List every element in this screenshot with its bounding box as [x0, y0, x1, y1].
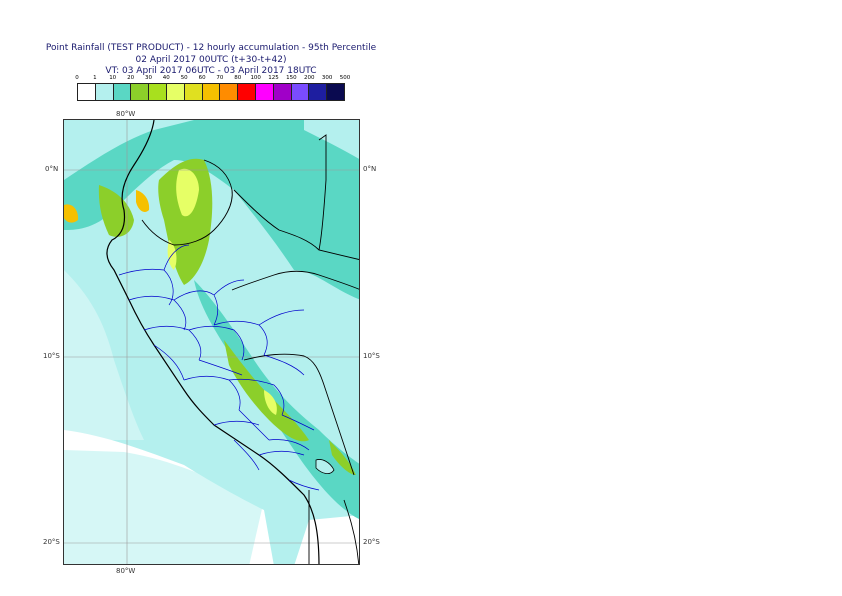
- legend-swatch: [149, 84, 167, 100]
- map-valid-time: VT: 03 April 2017 06UTC - 03 April 2017 …: [105, 66, 317, 76]
- legend-tick: 20: [127, 75, 135, 81]
- lon-label-bottom: 80°W: [116, 567, 136, 575]
- legend-swatch: [131, 84, 150, 100]
- legend-ticks: 0 1 10 20 30 40 50 60 70 80 100 125 150 …: [75, 74, 350, 83]
- legend-swatch: [220, 84, 239, 100]
- coastline: [106, 120, 320, 564]
- map-title: Point Rainfall (TEST PRODUCT) - 12 hourl…: [45, 43, 377, 53]
- intense-rain-coastal: [136, 190, 150, 213]
- legend-tick: 60: [198, 75, 206, 81]
- lat-label-right-20s: 20°S: [363, 538, 380, 546]
- legend-tick: 125: [268, 75, 279, 81]
- map-canvas: [64, 120, 359, 564]
- admin-boundaries: [118, 244, 320, 491]
- legend-swatch: [238, 84, 256, 100]
- heavy-rain-se: [329, 440, 356, 475]
- rainfall-map: 80°W: [63, 119, 360, 565]
- bolivia-border: [243, 353, 355, 476]
- legend-tick: 50: [180, 75, 188, 81]
- legend-tick: 100: [250, 75, 261, 81]
- ecuador-border: [141, 159, 233, 246]
- legend-swatch: [327, 84, 344, 100]
- map-run-time: 02 April 2017 00UTC (t+30-t+42): [135, 55, 287, 65]
- legend-tick: 150: [286, 75, 297, 81]
- no-rain-area-chile: [294, 515, 359, 564]
- intense-rain-core: [176, 168, 199, 217]
- legend-swatch: [184, 84, 203, 100]
- legend-swatch: [273, 84, 292, 100]
- legend-swatch: [291, 84, 310, 100]
- lake-titicaca: [315, 459, 335, 474]
- argentina-border: [343, 499, 359, 564]
- legend-swatch: [309, 84, 328, 100]
- legend-tick: 10: [109, 75, 117, 81]
- legend-tick: 200: [304, 75, 315, 81]
- lat-label-left-10s: 10°S: [43, 352, 60, 360]
- moderate-rain-north: [64, 120, 359, 300]
- legend-swatch: [166, 84, 185, 100]
- light-rain-ocean: [64, 450, 264, 564]
- lat-label-left-20s: 20°S: [43, 538, 60, 546]
- legend-swatch: [113, 84, 132, 100]
- legend-tick: 80: [234, 75, 242, 81]
- lat-label-left-0: 0°N: [45, 165, 59, 173]
- heavy-rain-central: [224, 340, 309, 442]
- legend-tick: 70: [216, 75, 224, 81]
- legend-swatch: [255, 84, 274, 100]
- brazil-border-north: [318, 134, 327, 251]
- legend-tick: 1: [93, 75, 97, 81]
- intense-rain-cusco: [264, 390, 277, 415]
- legend-tick: 40: [162, 75, 170, 81]
- legend-swatch: [78, 84, 96, 100]
- colombia-border: [233, 189, 359, 260]
- heavy-rain-coast: [98, 185, 134, 237]
- legend-tick: 30: [145, 75, 152, 81]
- legend-tick: 500: [339, 75, 351, 81]
- legend-swatch: [95, 84, 114, 100]
- light-rain-ne: [304, 120, 359, 159]
- lat-label-right-10s: 10°S: [363, 352, 380, 360]
- color-legend: [77, 83, 345, 101]
- brazil-peru-border: [231, 270, 359, 291]
- low-rain-area: [64, 270, 144, 440]
- legend-swatch: [202, 84, 221, 100]
- legend-tick: 300: [321, 75, 333, 81]
- legend-tick: 0: [75, 75, 79, 81]
- lon-label-top: 80°W: [116, 110, 136, 118]
- intense-rain-west: [64, 204, 79, 223]
- lat-label-right-0: 0°N: [363, 165, 377, 173]
